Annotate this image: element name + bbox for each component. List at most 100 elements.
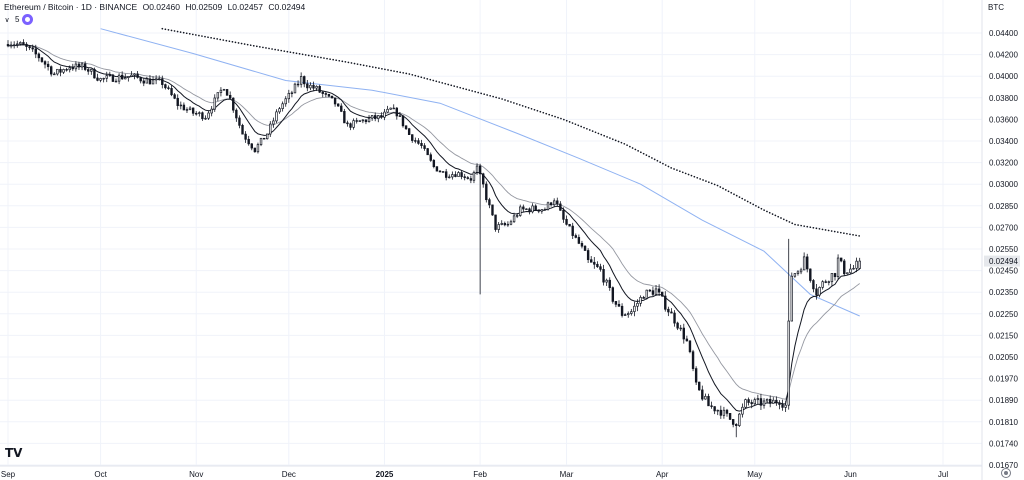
candle-body: [444, 171, 448, 178]
candles: [6, 39, 861, 438]
close-value: C0.02494: [268, 2, 306, 12]
indicator-settings-icon[interactable]: [22, 14, 34, 25]
candle-body: [65, 69, 68, 71]
candle-body: [358, 120, 361, 122]
time-tick-label: Oct: [94, 470, 107, 479]
candle-body: [537, 209, 540, 212]
candle-body: [704, 395, 707, 400]
low-value: L0.02457: [227, 2, 264, 12]
candle-body: [349, 123, 352, 128]
chevron-down-icon[interactable]: ∨: [4, 16, 10, 24]
currency-label[interactable]: BTC: [988, 3, 1004, 12]
candle-body: [275, 111, 278, 122]
price-tick-label: 0.04000: [989, 72, 1018, 81]
candle-body: [750, 402, 753, 405]
candle-body: [228, 94, 232, 99]
last-price-label: 0.02494: [989, 257, 1018, 266]
candle-body: [852, 267, 855, 270]
candle-body: [68, 67, 71, 71]
candle-body: [549, 202, 553, 206]
candle-body: [469, 178, 473, 181]
candle-body: [759, 398, 763, 406]
candle-body: [506, 223, 510, 226]
candle-body: [694, 368, 698, 383]
candle-body: [185, 109, 189, 111]
candle-body: [812, 280, 815, 290]
candle-body: [383, 111, 386, 118]
candle-body: [645, 289, 648, 299]
candle-body: [593, 261, 596, 265]
candle-body: [77, 63, 81, 68]
symbol-title[interactable]: Ethereum / Bitcoin · 1D · BINANCE: [4, 2, 138, 12]
ma-dotted-line: [161, 27, 861, 237]
candle-body: [374, 115, 377, 119]
candle-body: [395, 107, 399, 117]
candle-body: [380, 115, 383, 118]
candle-body: [37, 53, 41, 59]
time-tick-label: Nov: [189, 470, 203, 479]
candle-body: [232, 97, 235, 111]
candle-body: [343, 111, 346, 124]
candle-body: [691, 351, 695, 369]
open-value: O0.02460: [142, 2, 180, 12]
candle-body: [716, 409, 719, 412]
candle-body: [201, 112, 204, 120]
candle-body: [608, 279, 611, 289]
candle-body: [370, 115, 374, 119]
candle-body: [627, 313, 630, 316]
price-tick-label: 0.02150: [989, 331, 1018, 340]
candle-body: [222, 89, 226, 91]
candle-body: [306, 83, 309, 89]
price-tick-label: 0.02050: [989, 353, 1018, 362]
candle-body: [50, 66, 53, 75]
candle-body: [40, 57, 44, 62]
candle-body: [145, 78, 149, 84]
candle-body: [651, 290, 655, 295]
candle-body: [272, 120, 275, 125]
price-tick-label: 0.03800: [989, 94, 1018, 103]
candle-body: [583, 245, 587, 251]
candle-body: [361, 119, 365, 122]
candle-body: [167, 87, 170, 89]
candle-body: [735, 424, 738, 426]
price-axis[interactable]: 0.04400 0.04200 0.04000 0.03800 0.03600 0.034…: [989, 29, 1018, 470]
candle-body: [775, 399, 778, 404]
candle-body: [639, 296, 642, 304]
symbol-header: Ethereum / Bitcoin · 1D · BINANCE O0.024…: [4, 2, 305, 13]
candle-body: [404, 125, 408, 130]
candle-body: [559, 203, 562, 211]
candle-body: [522, 206, 525, 210]
candle-body: [552, 200, 556, 206]
time-axis[interactable]: Sep Oct Nov Dec 2025 Feb Mar Apr May Jun Jul: [1, 470, 948, 479]
candle-body: [701, 389, 704, 400]
candle-body: [821, 281, 824, 288]
candle-body: [290, 92, 294, 95]
time-tick-label: Dec: [282, 470, 296, 479]
candle-body: [497, 224, 500, 230]
candle-body: [164, 84, 167, 89]
candle-body: [207, 112, 210, 119]
candle-body: [130, 74, 133, 77]
time-tick-label: 2025: [376, 470, 394, 479]
candle-body: [213, 97, 216, 110]
candle-body: [133, 73, 136, 76]
candle-body: [401, 115, 405, 127]
candle-body: [824, 281, 827, 283]
price-tick-label: 0.03200: [989, 159, 1018, 168]
candle-body: [772, 399, 775, 404]
candle-body: [278, 108, 281, 113]
candle-body: [124, 77, 127, 80]
candle-body: [287, 92, 291, 100]
indicator-toggle[interactable]: ∨ 5: [2, 14, 34, 25]
candle-body: [781, 404, 784, 408]
high-value: H0.02509: [185, 2, 223, 12]
candle-body: [762, 400, 766, 406]
candle-body: [475, 165, 479, 173]
candle-body: [534, 205, 537, 211]
candle-body: [139, 77, 142, 82]
candle-body: [515, 215, 519, 217]
chart-settings-icon[interactable]: [1001, 468, 1011, 478]
candle-body: [519, 206, 522, 216]
candle-body: [478, 165, 482, 175]
